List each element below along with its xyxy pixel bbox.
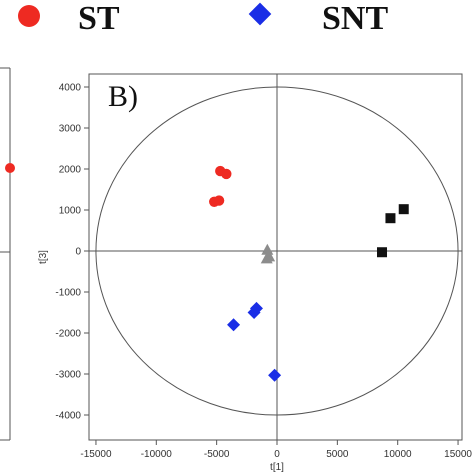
point-square: [385, 213, 396, 224]
x-tick-label: 5000: [326, 449, 349, 460]
x-tick-label: -5000: [204, 449, 230, 460]
x-tick-label: 10000: [384, 449, 412, 460]
point-st: [213, 195, 225, 206]
legend-st-label: ST: [78, 0, 120, 37]
point-st: [221, 168, 232, 180]
x-tick-label: -15000: [80, 449, 112, 460]
panel-b-label: B): [108, 80, 138, 113]
point-snt: [268, 368, 282, 382]
point-snt: [227, 318, 241, 332]
y-axis-label: t[3]: [38, 250, 49, 264]
point-snt: [247, 306, 261, 319]
marks: [209, 165, 409, 382]
point-square: [398, 204, 409, 215]
point-triangle: [260, 252, 273, 264]
panel-a: [0, 67, 15, 441]
x-tick-label: -10000: [141, 449, 173, 460]
panel-a-point: [5, 163, 15, 173]
point-triangle: [261, 243, 274, 255]
panel-b-frame: [88, 73, 463, 441]
axes: -15000 -10000 -5000 0 5000 10000 1500040003000…: [55, 74, 472, 460]
x-axis-label: t[1]: [270, 462, 284, 473]
confidence-ellipse: [95, 86, 459, 416]
y-tick-label: -4000: [55, 411, 81, 422]
y-tick-label: -2000: [55, 329, 81, 340]
point-square: [377, 247, 388, 258]
y-tick-label: 0: [75, 247, 81, 258]
y-tick-label: -1000: [55, 288, 81, 299]
y-tick-label: 2000: [59, 165, 82, 176]
x-tick-label: 0: [274, 449, 280, 460]
y-tick-label: 1000: [59, 206, 82, 217]
y-tick-label: -3000: [55, 370, 81, 381]
legend-st-marker: [18, 5, 40, 27]
legend: ST SNT: [0, 0, 474, 40]
x-tick-label: 15000: [444, 449, 472, 460]
legend-snt-label: SNT: [322, 0, 389, 37]
y-tick-label: 3000: [59, 124, 82, 135]
y-tick-label: 4000: [59, 83, 82, 94]
